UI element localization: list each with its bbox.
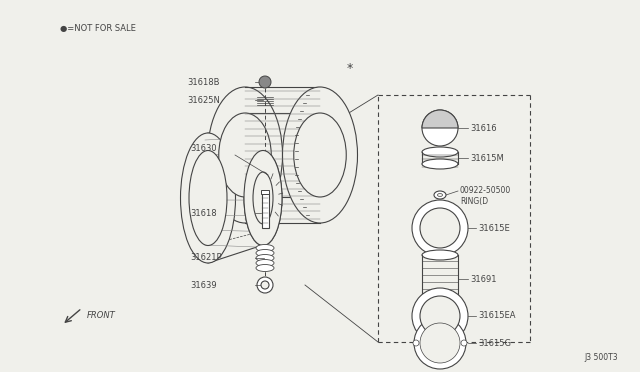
Circle shape [413,340,419,346]
Ellipse shape [282,87,358,223]
Circle shape [414,317,466,369]
Text: 31615EA: 31615EA [478,311,515,321]
Bar [262,193,269,228]
Text: ●=NOT FOR SALE: ●=NOT FOR SALE [60,23,136,32]
Circle shape [261,281,269,289]
Text: 31615M: 31615M [470,154,504,163]
Ellipse shape [422,298,458,308]
Ellipse shape [219,113,271,197]
Ellipse shape [256,244,274,251]
Circle shape [420,323,460,363]
Circle shape [412,288,468,344]
Ellipse shape [253,172,273,224]
Circle shape [412,200,468,256]
Circle shape [259,76,271,88]
Text: 31639: 31639 [190,280,216,289]
Circle shape [420,296,460,336]
Text: 00922-50500: 00922-50500 [460,186,511,195]
Text: *: * [347,61,353,74]
Text: 31625N: 31625N [187,96,220,105]
Ellipse shape [189,151,227,246]
Ellipse shape [422,159,458,169]
Ellipse shape [244,151,282,246]
Ellipse shape [207,87,282,223]
Wedge shape [422,110,458,128]
Text: J3 500T3: J3 500T3 [584,353,618,362]
Ellipse shape [438,193,442,196]
Ellipse shape [294,113,346,197]
Ellipse shape [244,151,282,246]
Circle shape [420,208,460,248]
Text: 31630: 31630 [190,144,216,153]
Text: 31615G: 31615G [478,339,511,347]
Ellipse shape [256,254,274,262]
Bar [435,315,445,320]
Circle shape [257,277,273,293]
Text: 31616: 31616 [470,124,497,132]
Ellipse shape [180,133,236,263]
Ellipse shape [422,250,458,260]
Ellipse shape [422,147,458,157]
Ellipse shape [256,264,274,272]
Ellipse shape [434,191,446,199]
Ellipse shape [256,250,274,257]
Text: 31618B: 31618B [187,77,220,87]
Text: 31691: 31691 [470,275,497,283]
Circle shape [461,340,467,346]
Ellipse shape [256,260,274,266]
Text: FRONT: FRONT [87,311,116,320]
Bar [261,190,269,194]
Circle shape [422,110,458,146]
Text: 31618: 31618 [190,208,216,218]
Text: RING(D: RING(D [460,196,488,205]
Text: 31621P: 31621P [190,253,221,263]
Text: 31615E: 31615E [478,224,509,232]
